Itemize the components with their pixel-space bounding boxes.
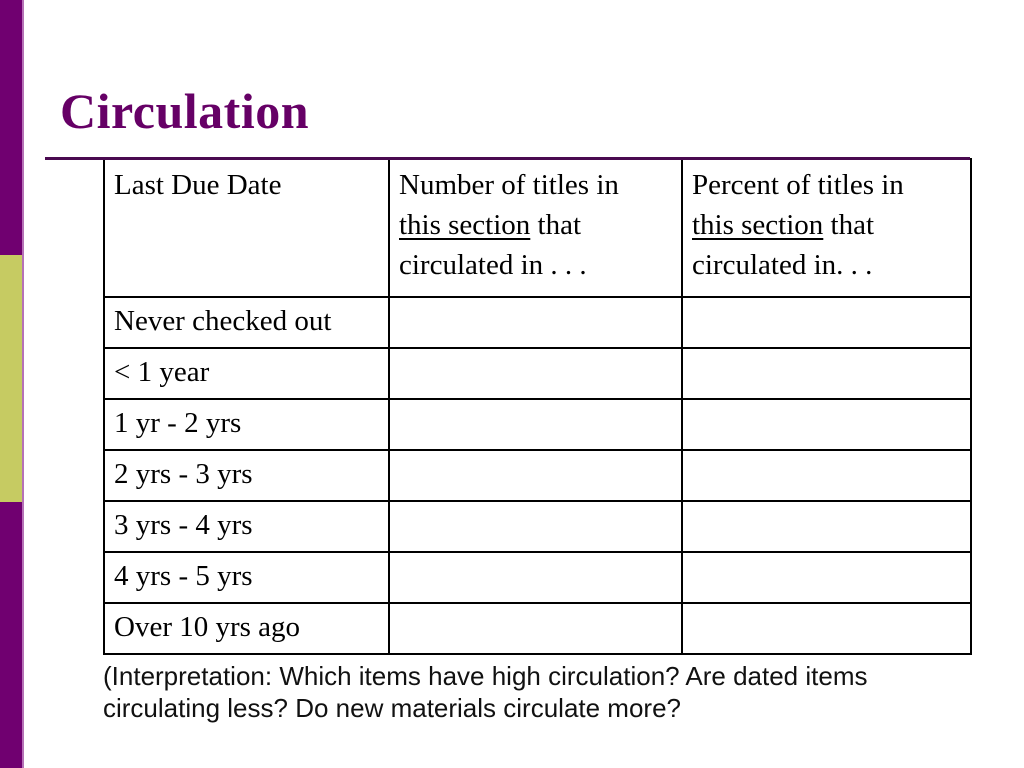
number-cell-empty — [388, 347, 683, 400]
sidebar-olive-segment — [0, 255, 22, 502]
row-label-cell: 4 yrs - 5 yrs — [103, 551, 390, 604]
percent-cell-empty — [681, 602, 972, 655]
percent-cell-empty — [681, 347, 972, 400]
row-label-cell: Never checked out — [103, 296, 390, 349]
header-text: Last Due Date — [114, 169, 282, 201]
percent-cell-empty — [681, 500, 972, 553]
table-row: Over 10 yrs ago — [103, 602, 972, 655]
table-row: < 1 year — [103, 347, 972, 400]
percent-cell-empty — [681, 449, 972, 502]
table-row: Never checked out — [103, 296, 972, 349]
number-cell-empty — [388, 602, 683, 655]
number-cell-empty — [388, 449, 683, 502]
column-header-last-due-date: Last Due Date — [103, 158, 390, 298]
percent-cell-empty — [681, 398, 972, 451]
table-row: 3 yrs - 4 yrs — [103, 500, 972, 553]
title-underline-rule — [45, 157, 970, 160]
interpretation-line1: (Interpretation: Which items have high c… — [103, 661, 868, 691]
column-header-number-of-titles: Number of titles in this section that ci… — [388, 158, 683, 298]
table-row: 4 yrs - 5 yrs — [103, 551, 972, 604]
interpretation-line2: circulating less? Do new materials circu… — [103, 693, 682, 724]
table-row: 1 yr - 2 yrs — [103, 398, 972, 451]
percent-cell-empty — [681, 296, 972, 349]
row-label-cell: Over 10 yrs ago — [103, 602, 390, 655]
number-cell-empty — [388, 398, 683, 451]
header-line2-rest: that — [530, 209, 582, 242]
column-header-percent-of-titles: Percent of titles in this section that c… — [681, 158, 972, 298]
row-label-cell: 2 yrs - 3 yrs — [103, 449, 390, 502]
sidebar-accent-bar — [0, 0, 24, 768]
number-cell-empty — [388, 296, 683, 349]
number-cell-empty — [388, 500, 683, 553]
table-row: 2 yrs - 3 yrs — [103, 449, 972, 502]
circulation-table: Last Due Date Number of titles in this s… — [103, 158, 972, 655]
table-header-row: Last Due Date Number of titles in this s… — [103, 158, 972, 298]
row-label-cell: 1 yr - 2 yrs — [103, 398, 390, 451]
underlined-this-section: this section — [399, 209, 531, 242]
header-line3: circulated in . . . — [399, 249, 587, 282]
underlined-this-section: this section — [692, 209, 824, 242]
header-line1: Number of titles in — [399, 169, 619, 201]
header-line1: Percent of titles in — [692, 169, 904, 201]
header-line3: circulated in. . . — [692, 249, 873, 282]
row-label-cell: < 1 year — [103, 347, 390, 400]
header-line2-rest: that — [823, 209, 875, 242]
percent-cell-empty — [681, 551, 972, 604]
slide-title: Circulation — [60, 83, 310, 139]
interpretation-note: (Interpretation: Which items have high c… — [103, 660, 933, 724]
row-label-cell: 3 yrs - 4 yrs — [103, 500, 390, 553]
number-cell-empty — [388, 551, 683, 604]
